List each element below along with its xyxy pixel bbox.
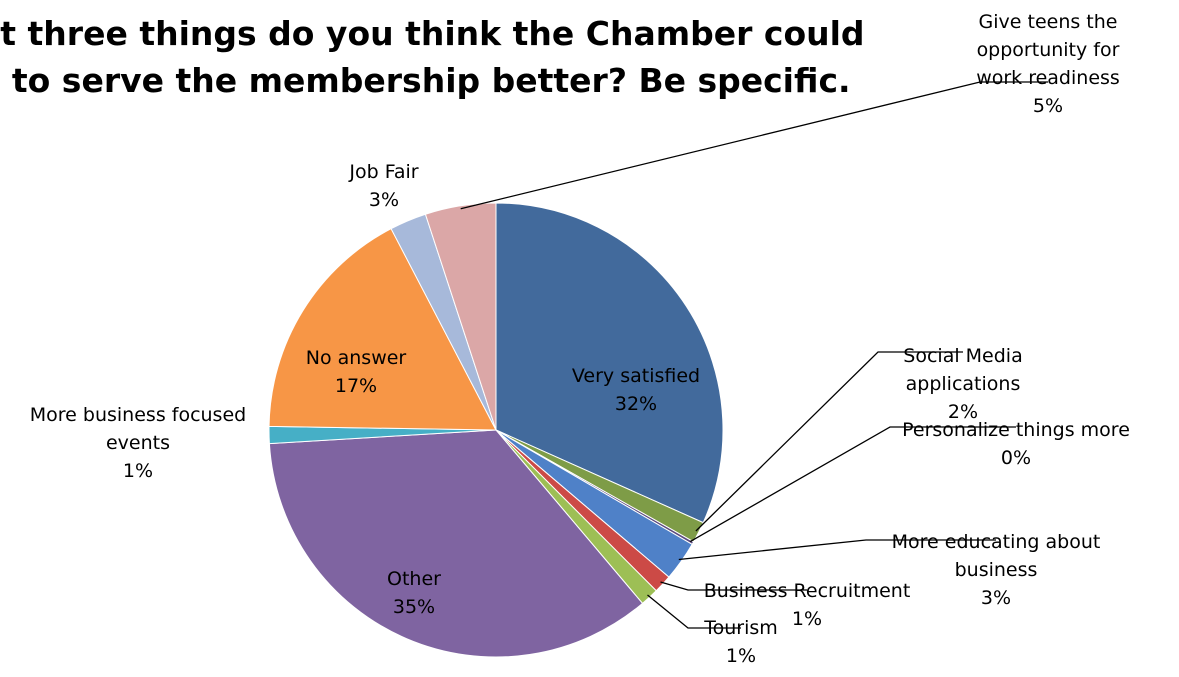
data-label-name: More business focused xyxy=(30,404,246,426)
data-label-tourism: Tourism 1% xyxy=(703,617,778,667)
data-labels: Very satisfied 32% Social Media application… xyxy=(30,11,1130,667)
data-label-percent: 2% xyxy=(948,401,978,423)
pie-slice-give-teens-the-opportunity-for-work-readiness xyxy=(424,202,497,431)
pie-slice-very-satisfied xyxy=(495,202,724,524)
data-label-name: No answer xyxy=(306,347,407,369)
data-label-name: Business Recruitment xyxy=(704,580,911,602)
data-label-name: business xyxy=(955,559,1038,581)
data-label-percent: 0% xyxy=(1001,447,1031,469)
leader-line-business-recruitment xyxy=(660,581,807,591)
chart-title-line-1: at three things do you think the Chamber… xyxy=(0,14,865,53)
data-label-percent: 32% xyxy=(615,393,657,415)
data-label-percent: 1% xyxy=(726,645,756,667)
leader-line-social-media-applications xyxy=(695,351,963,532)
data-label-name: applications xyxy=(906,373,1021,395)
leader-line-tourism xyxy=(647,594,741,629)
leader-line-personalize-things-more xyxy=(689,426,1016,543)
data-label-more-educating-about-business: More educating about business 3% xyxy=(892,531,1101,609)
data-label-name: Other xyxy=(387,568,441,590)
data-label-very-satisfied: Very satisfied 32% xyxy=(572,365,700,415)
data-label-name: Tourism xyxy=(703,617,778,639)
data-label-no-answer: No answer 17% xyxy=(306,347,407,397)
data-label-social-media-applications: Social Media applications 2% xyxy=(903,345,1022,423)
data-label-name: Personalize things more xyxy=(902,419,1130,441)
chart-title: at three things do you think the Chamber… xyxy=(0,10,938,104)
chart-title-line-2: e to serve the membership better? Be spe… xyxy=(0,61,851,100)
data-label-give-teens-the-opportunity-for-work-readiness: Give teens the opportunity for work readin… xyxy=(976,11,1120,117)
data-label-personalize-things-more: Personalize things more 0% xyxy=(902,419,1130,469)
data-label-name: Give teens the xyxy=(979,11,1118,33)
pie-slices xyxy=(268,202,724,658)
data-label-business-recruitment: Business Recruitment 1% xyxy=(704,580,911,630)
leader-line-more-educating-about-business xyxy=(678,539,996,561)
data-label-percent: 17% xyxy=(335,375,377,397)
data-label-percent: 1% xyxy=(123,460,153,482)
data-label-name: Social Media xyxy=(903,345,1022,367)
leader-lines xyxy=(460,81,1048,629)
data-label-percent: 1% xyxy=(792,608,822,630)
data-label-job-fair: Job Fair 3% xyxy=(348,161,418,211)
pie-slice-no-answer xyxy=(268,228,497,431)
data-label-other: Other 35% xyxy=(387,568,441,618)
data-label-more-business-focused-events: More business focused events 1% xyxy=(30,404,246,482)
data-label-percent: 5% xyxy=(1033,95,1063,117)
data-label-name: Very satisfied xyxy=(572,365,700,387)
data-label-name: events xyxy=(106,432,170,454)
data-label-percent: 3% xyxy=(369,189,399,211)
leader-line-give-teens-the-opportunity-for-work-readiness xyxy=(460,81,1048,210)
data-label-percent: 3% xyxy=(981,587,1011,609)
pie-slice-other xyxy=(268,429,644,658)
data-label-name: Job Fair xyxy=(348,161,418,183)
data-label-name: opportunity for xyxy=(977,39,1120,61)
data-label-name: More educating about xyxy=(892,531,1101,553)
data-label-name: work readiness xyxy=(976,67,1120,89)
data-label-percent: 35% xyxy=(393,596,435,618)
